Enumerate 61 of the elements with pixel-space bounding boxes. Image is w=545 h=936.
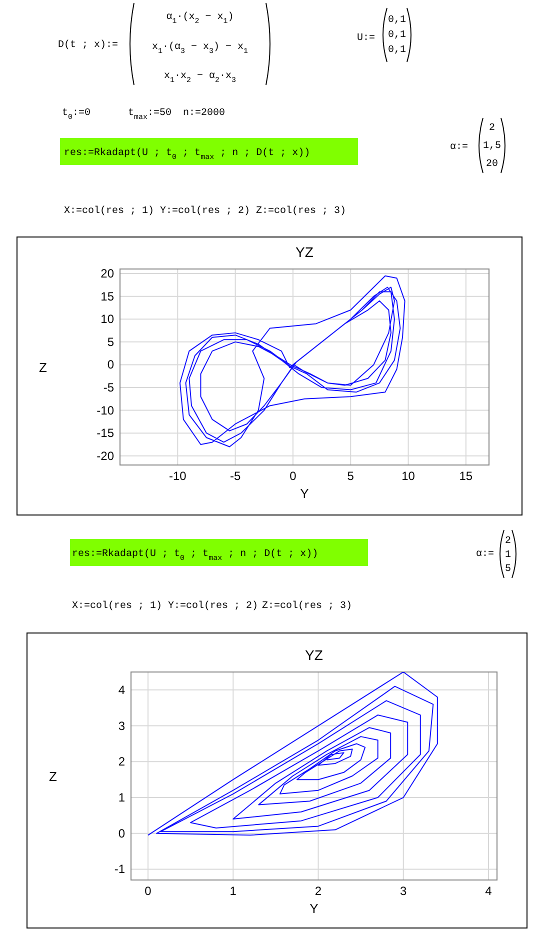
text: X:=col(res ; 1) <box>72 600 162 612</box>
text: t$_{max}$:=50 <box>128 108 172 122</box>
text: α:= <box>450 142 468 153</box>
text: D(t ; x):= <box>58 39 118 51</box>
y-tick-label: 0 <box>118 826 126 840</box>
text: t$_{0}$:=0 <box>62 108 91 122</box>
text: 1,5 <box>482 141 502 152</box>
x-tick-label: 0 <box>144 884 152 898</box>
y-tick-label: -1 <box>114 862 126 876</box>
text: n:=2000 <box>183 108 226 119</box>
y-tick-label: 10 <box>100 312 114 326</box>
text: res:=Rkadapt(U ; t$_{0}$ ; t$_{max}$ ; n ; D(t ; x)) <box>72 548 318 563</box>
text: U:= <box>357 33 376 44</box>
line-series <box>148 672 438 836</box>
x-tick-label: 2 <box>314 884 322 898</box>
text: 5 <box>504 564 512 575</box>
text: 0,1 <box>388 30 406 41</box>
chart-title: YZ <box>296 244 314 260</box>
text: 0,1 <box>388 15 406 26</box>
x-tick-label: 15 <box>459 469 473 483</box>
text: res:=Rkadapt(U ; t$_{0}$ ; t$_{max}$ ; n ; D(t ; x)) <box>64 147 310 162</box>
y-tick-label: 1 <box>118 790 126 805</box>
x-tick-label: 3 <box>400 884 408 898</box>
y-tick-label: -5 <box>103 380 114 395</box>
y-tick-label: 4 <box>118 682 126 697</box>
x-tick-label: -10 <box>168 469 187 483</box>
x-tick-label: 0 <box>290 469 297 483</box>
text: α:= <box>476 549 494 560</box>
y-tick-label: 0 <box>107 358 114 372</box>
text: x$_{1}$·x$_{2}$ − α$_{2}$·x$_{3}$ <box>164 71 237 85</box>
text: Y:=col(res ; 2) <box>168 600 258 612</box>
line-series <box>179 275 406 448</box>
x-tick-label: 10 <box>402 469 416 483</box>
text: x$_{1}$·(α$_{3}$ − x$_{3}$) − x$_{1}$ <box>152 41 249 56</box>
text: 2 <box>504 536 512 547</box>
x-tick-label: 5 <box>347 469 354 483</box>
text: 2 <box>488 123 496 134</box>
text: 1 <box>504 550 512 561</box>
y-tick-label: 15 <box>100 289 114 304</box>
x-axis-title: Y <box>310 901 319 916</box>
text: X:=col(res ; 1) <box>64 205 154 217</box>
text: 0,1 <box>388 45 406 56</box>
x-tick-label: 4 <box>485 884 492 898</box>
y-tick-label: 3 <box>118 718 126 733</box>
text: 20 <box>486 159 498 170</box>
chart-title: YZ <box>305 647 324 663</box>
y-tick-label: -10 <box>96 403 114 418</box>
y-tick-label: -15 <box>96 426 114 440</box>
y-tick-label: -20 <box>96 448 114 463</box>
y-tick-label: 20 <box>100 266 114 281</box>
y-tick-label: 2 <box>118 754 126 769</box>
text: Z:=col(res ; 3) <box>262 600 352 612</box>
text: α$_{1}$·(x$_{2}$ − x$_{1}$) <box>166 11 234 26</box>
y-tick-label: 5 <box>107 334 114 349</box>
y-axis-title: Z <box>49 769 58 784</box>
text: Z:=col(res ; 3) <box>256 205 346 217</box>
x-tick-label: -5 <box>230 469 241 483</box>
x-axis-title: Y <box>300 486 310 501</box>
y-axis-title: Z <box>39 360 48 375</box>
text: Y:=col(res ; 2) <box>160 205 250 217</box>
x-tick-label: 1 <box>230 884 237 898</box>
